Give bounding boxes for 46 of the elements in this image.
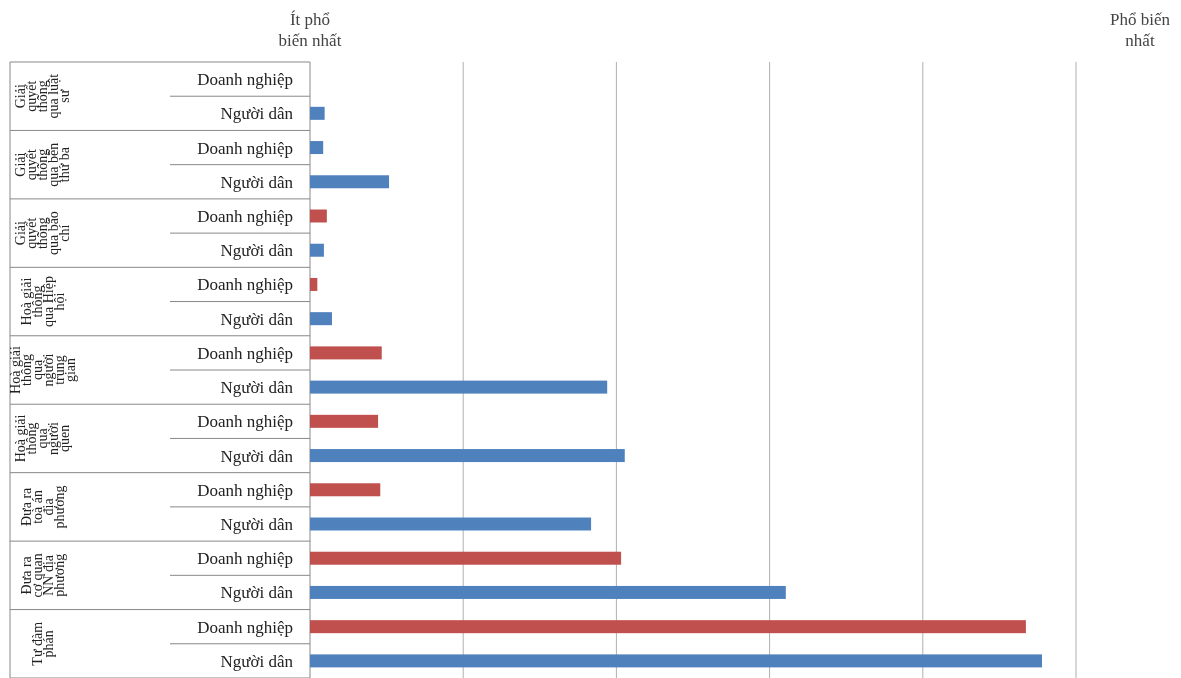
y-tick-label: Người dân bbox=[220, 651, 294, 671]
bar bbox=[310, 209, 327, 223]
text: Tự đàm phán bbox=[29, 621, 56, 666]
y-tick-label: Người dân bbox=[220, 104, 294, 124]
bar bbox=[310, 106, 325, 120]
y-tick-label: Người dân bbox=[220, 241, 294, 261]
bar bbox=[310, 449, 625, 463]
y-tick-label: Doanh nghiệp bbox=[197, 617, 293, 637]
y-tick-label: Doanh nghiệp bbox=[197, 343, 293, 363]
bar bbox=[310, 346, 382, 360]
bar bbox=[310, 551, 622, 565]
y-tick-label: Doanh nghiệp bbox=[197, 138, 293, 158]
bar bbox=[310, 277, 318, 291]
text: Giải quyết thông qua báo chí bbox=[13, 211, 72, 256]
y-tick-label: Người dân bbox=[220, 446, 294, 466]
bar bbox=[310, 654, 1042, 668]
bar bbox=[310, 483, 381, 497]
text: Hoà giải thông qua người quen bbox=[13, 414, 72, 463]
text: Giải quyết thông qua bên thứ ba bbox=[13, 142, 72, 187]
y-tick-label: Người dân bbox=[220, 172, 294, 192]
bar bbox=[310, 620, 1026, 634]
bar bbox=[310, 312, 332, 326]
y-tick-label: Người dân bbox=[220, 515, 294, 534]
bar bbox=[310, 175, 390, 189]
bar bbox=[310, 141, 324, 155]
y-tick-label: Doanh nghiệp bbox=[197, 480, 293, 500]
text: Phổ biến nhất bbox=[1110, 10, 1171, 50]
text: Hoà giải thông qua người trung gian bbox=[7, 345, 78, 394]
y-tick-label: Người dân bbox=[220, 309, 294, 329]
text: Đưa ra toà án địa phương bbox=[18, 485, 67, 529]
y-tick-label: Người dân bbox=[220, 583, 294, 603]
y-tick-label: Doanh nghiệp bbox=[197, 70, 293, 90]
text: Đưa ra cơ quan NN địa phương bbox=[18, 553, 67, 598]
text: Ít phổ biến nhất bbox=[278, 10, 342, 50]
y-tick-label: Người dân bbox=[220, 378, 294, 398]
bar bbox=[310, 517, 592, 531]
y-tick-label: Doanh nghiệp bbox=[197, 549, 293, 569]
text: Giải quyết thông qua luật sư bbox=[13, 73, 72, 119]
text: Hoà giải thông qua Hiệp hội bbox=[18, 276, 67, 328]
bar bbox=[310, 585, 786, 599]
bar bbox=[310, 414, 379, 428]
bar bbox=[310, 243, 324, 257]
bar bbox=[310, 380, 608, 394]
y-tick-label: Doanh nghiệp bbox=[197, 412, 293, 432]
y-tick-label: Doanh nghiệp bbox=[197, 275, 293, 295]
y-tick-label: Doanh nghiệp bbox=[197, 207, 293, 226]
